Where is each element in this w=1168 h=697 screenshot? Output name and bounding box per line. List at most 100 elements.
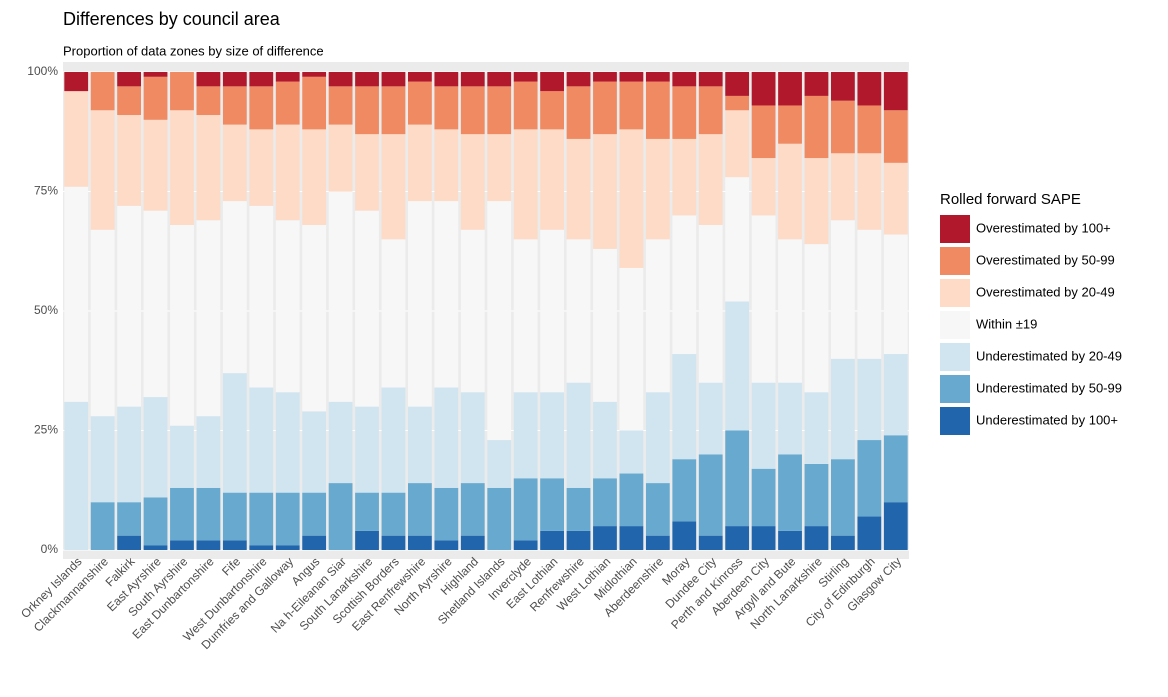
bar-segment <box>645 72 670 82</box>
legend-swatch <box>940 375 970 403</box>
bar-segment <box>513 72 538 82</box>
bar-segment <box>90 110 115 230</box>
y-tick-label: 0% <box>41 542 59 556</box>
bar-segment <box>381 535 406 550</box>
bar-segment <box>778 530 802 550</box>
bar-segment <box>672 215 697 355</box>
bar-segment <box>170 224 194 426</box>
bar-segment <box>487 201 512 441</box>
bar-segment <box>513 540 538 550</box>
legend-label: Overestimated by 50-99 <box>976 252 1115 267</box>
bar-segment <box>434 129 459 202</box>
bar-segment <box>619 430 644 474</box>
bar-segment <box>645 81 670 139</box>
bar-segment <box>619 526 644 550</box>
bar-segment <box>619 129 644 268</box>
bar-segment <box>487 487 512 550</box>
bar-segment <box>725 72 750 96</box>
bar-segment <box>355 492 379 531</box>
bar-segment <box>487 440 512 488</box>
bar-segment <box>460 134 485 230</box>
bar-segment <box>275 81 300 125</box>
bar-segment <box>883 162 908 235</box>
bar-segment <box>672 521 697 550</box>
bar-segment <box>883 234 908 355</box>
legend-label: Overestimated by 20-49 <box>976 284 1115 299</box>
bar-segment <box>275 124 300 221</box>
bar-segment <box>355 72 379 87</box>
bar-segment <box>222 540 247 550</box>
bar-segment <box>117 72 141 87</box>
bar-segment <box>222 201 247 374</box>
legend-label: Within ±19 <box>976 316 1037 331</box>
bar-segment <box>434 487 459 541</box>
bar-segment <box>593 401 617 479</box>
bar-segment <box>804 463 829 527</box>
bar-segment <box>381 86 406 135</box>
bar-segment <box>143 210 168 398</box>
bar-segment <box>249 72 274 87</box>
bar-segment <box>302 411 327 493</box>
bar-segment <box>778 72 802 106</box>
bar-segment <box>566 138 591 240</box>
bar-segment <box>355 134 379 211</box>
bar-segment <box>883 502 908 550</box>
bar-segment <box>513 478 538 541</box>
bar-segment <box>725 177 750 302</box>
bar-segment <box>857 516 882 550</box>
bar-segment <box>302 535 327 550</box>
bar-segment <box>672 138 697 216</box>
bar-segment <box>408 406 432 484</box>
bar-segment <box>725 301 750 431</box>
bar-segment <box>328 124 353 192</box>
bar-segment <box>831 535 855 550</box>
bar-segment <box>222 124 247 202</box>
bar-segment <box>804 95 829 159</box>
bar-segment <box>64 186 89 402</box>
legend-label: Overestimated by 100+ <box>976 220 1111 235</box>
bar-segment <box>883 110 908 163</box>
bar-segment <box>883 435 908 503</box>
bar-segment <box>302 129 327 225</box>
legend-swatch <box>940 279 970 307</box>
bar-segment <box>778 454 802 531</box>
bar-segment <box>619 473 644 527</box>
bar-segment <box>487 134 512 202</box>
y-tick-label: 25% <box>34 423 58 437</box>
bar-segment <box>672 72 697 87</box>
bar-segment <box>408 124 432 202</box>
bar-segment <box>831 220 855 359</box>
bar-segment <box>593 526 617 550</box>
bar-segment <box>831 100 855 154</box>
bar-segment <box>698 134 723 225</box>
bar-segment <box>566 530 591 550</box>
bar-segment <box>778 239 802 383</box>
bar-segment <box>381 72 406 87</box>
bar-segment <box>196 416 221 488</box>
bar-segment <box>328 191 353 402</box>
y-tick-label: 50% <box>34 303 58 317</box>
bar-segment <box>460 535 485 550</box>
bar-segment <box>117 535 141 550</box>
bar-segment <box>513 239 538 393</box>
bar-segment <box>381 492 406 536</box>
bar-segment <box>778 382 802 455</box>
bar-segment <box>751 105 776 159</box>
bar-segment <box>90 72 115 111</box>
bar-segment <box>328 72 353 87</box>
bar-segment <box>460 392 485 484</box>
bar-segment <box>857 358 882 441</box>
bar-segment <box>698 86 723 135</box>
legend-swatch <box>940 407 970 435</box>
bar-segment <box>328 401 353 484</box>
bar-segment <box>275 72 300 82</box>
bar-segment <box>566 382 591 488</box>
bar-segment <box>619 267 644 431</box>
bar-segment <box>751 468 776 527</box>
bar-segment <box>751 382 776 469</box>
bar-segment <box>593 134 617 249</box>
bar-segment <box>143 72 168 77</box>
bar-segment <box>275 220 300 393</box>
bar-segment <box>672 354 697 460</box>
bar-segment <box>857 229 882 359</box>
